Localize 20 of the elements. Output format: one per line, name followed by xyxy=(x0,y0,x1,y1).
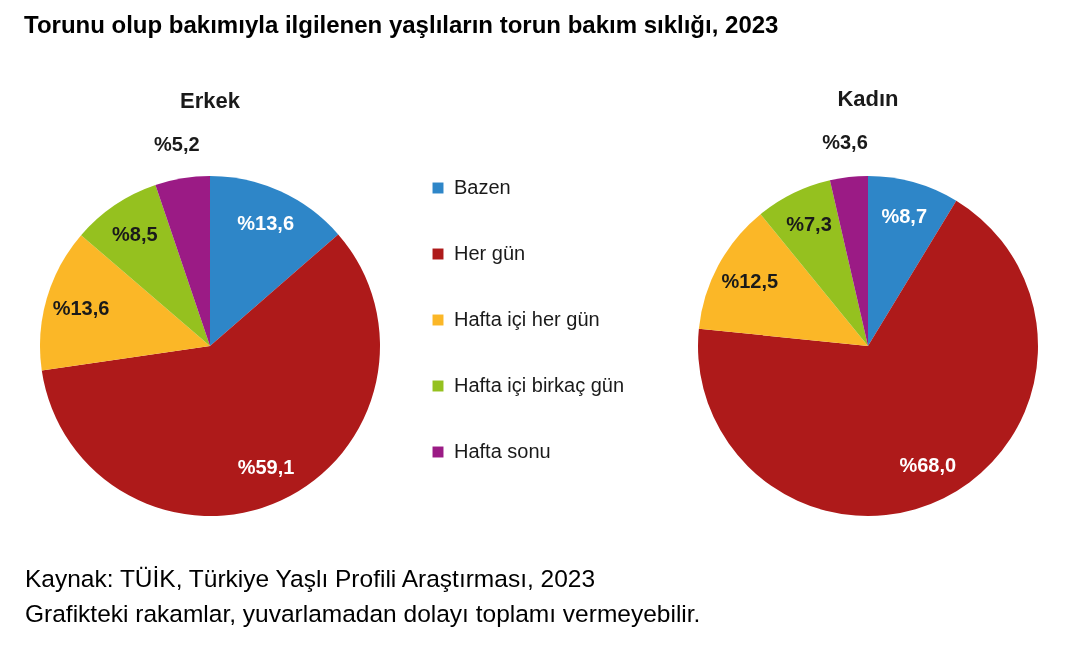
legend-label: Hafta sonu xyxy=(454,440,551,462)
legend-label: Hafta içi her gün xyxy=(454,308,600,330)
data-label: %13,6 xyxy=(52,296,110,319)
legend-label: Bazen xyxy=(454,176,511,198)
legend-label: Her gün xyxy=(454,242,526,264)
slice-label: Kadın xyxy=(837,86,899,112)
legend-label: Hafta içi birkaç gün xyxy=(454,374,625,396)
data-label: %59,1 xyxy=(237,456,295,479)
data-label: %7,3 xyxy=(786,213,832,236)
data-label: %3,6 xyxy=(822,131,868,154)
data-label: %68,0 xyxy=(899,454,957,477)
text: Kaynak: TÜİK, Türkiye Yaşlı Profili Araştırması, 2023 xyxy=(25,565,596,592)
text: Grafikteki rakamlar, yuvarlamadan dolayı toplamı vermeyebilir. xyxy=(25,600,701,627)
data-label: %8,7 xyxy=(881,204,928,227)
data-label: %8,5 xyxy=(112,222,158,245)
data-label: %13,6 xyxy=(237,211,295,234)
chart-title: Torunu olup bakımıyla ilgilenen yaşlıların torun bakım sıklığı, 2023 xyxy=(24,11,779,39)
data-label: %12,5 xyxy=(721,270,779,293)
data-label: %5,2 xyxy=(154,132,200,155)
slice-label: Erkek xyxy=(180,87,241,113)
